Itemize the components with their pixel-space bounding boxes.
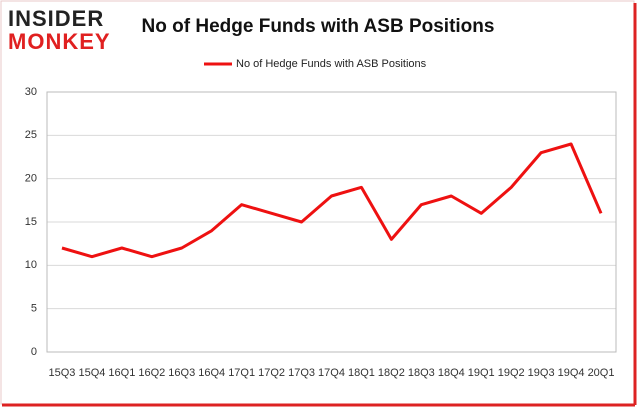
- y-tick-label: 0: [31, 346, 37, 358]
- y-tick-label: 30: [25, 86, 37, 98]
- x-tick-label: 19Q1: [468, 367, 495, 379]
- plot-border: [46, 91, 617, 353]
- y-tick-label: 25: [25, 129, 37, 141]
- x-tick-label: 15Q4: [78, 367, 105, 379]
- x-tick-label: 18Q2: [378, 367, 405, 379]
- x-tick-label: 17Q4: [318, 367, 345, 379]
- x-tick-label: 19Q2: [498, 367, 525, 379]
- x-tick-label: 17Q2: [258, 367, 285, 379]
- logo-bottom: MONKEY: [8, 29, 111, 54]
- y-tick-label: 5: [31, 303, 37, 315]
- legend-label: No of Hedge Funds with ASB Positions: [236, 58, 427, 70]
- y-tick-label: 20: [25, 173, 37, 185]
- x-tick-label: 16Q2: [138, 367, 165, 379]
- line-series: [61, 142, 603, 259]
- x-tick-label: 19Q3: [528, 367, 555, 379]
- x-tick-label: 20Q1: [588, 367, 615, 379]
- x-tick-label: 18Q1: [348, 367, 375, 379]
- x-tick-label: 16Q3: [168, 367, 195, 379]
- x-tick-label: 17Q1: [228, 367, 255, 379]
- x-tick-label: 19Q4: [558, 367, 585, 379]
- y-tick-label: 15: [25, 216, 37, 228]
- x-tick-label: 16Q1: [108, 367, 135, 379]
- logo-top: INSIDER: [8, 6, 104, 31]
- y-tick-label: 10: [25, 259, 37, 271]
- chart-title: No of Hedge Funds with ASB Positions: [142, 16, 495, 37]
- x-tick-label: 18Q3: [408, 367, 435, 379]
- x-tick-label: 18Q4: [438, 367, 465, 379]
- legend: No of Hedge Funds with ASB Positions: [204, 58, 427, 70]
- x-tick-label: 16Q4: [198, 367, 225, 379]
- x-tick-label: 15Q3: [49, 367, 76, 379]
- x-tick-label: 17Q3: [288, 367, 315, 379]
